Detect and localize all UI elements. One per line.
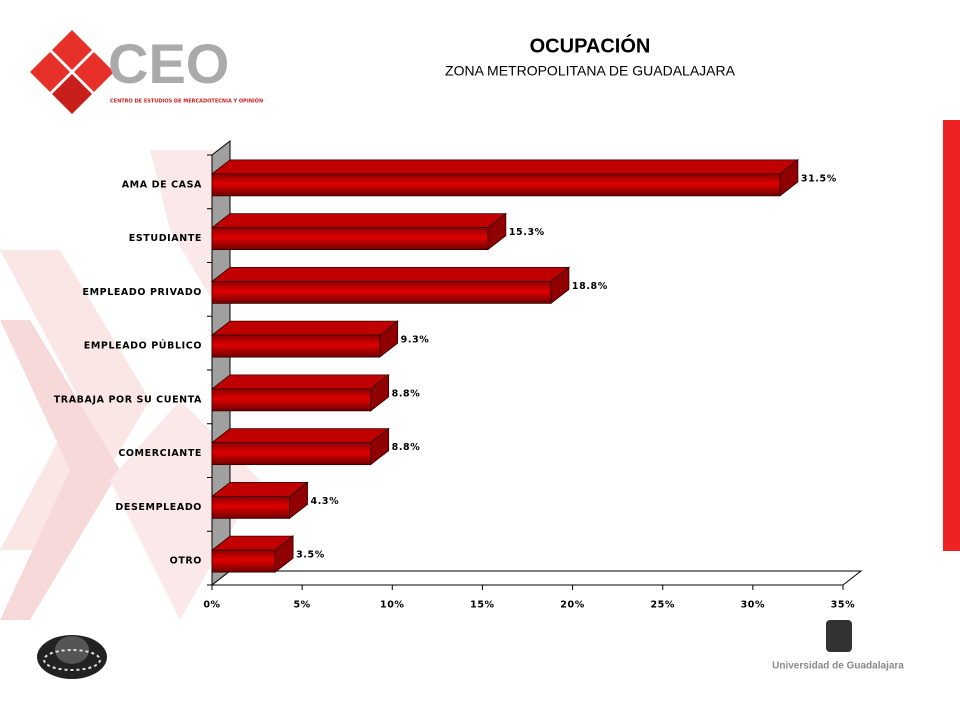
y-tick-label: AMA DE CASA <box>122 179 202 190</box>
value-label: 8.8% <box>392 388 421 399</box>
y-tick-label: ESTUDIANTE <box>129 233 202 244</box>
bar <box>210 374 390 412</box>
y-tick-label: OTRO <box>170 556 202 567</box>
plot: 0% 5% 10% 15% 20% 25% 30% 35% AMA DE CASA 31.5% ES… <box>54 139 863 611</box>
bar-front <box>211 173 781 197</box>
x-tick-label: 15% <box>470 600 495 611</box>
x-tick-label: 10% <box>380 600 405 611</box>
bar <box>210 212 508 251</box>
value-label: 15.3% <box>509 227 545 238</box>
floor <box>210 570 863 586</box>
university-name: Universidad de Guadalajara <box>772 661 904 672</box>
ceo-logo: CEO CENTRO DE ESTUDIOS DE MERCADOTECNIA … <box>30 30 263 114</box>
x-tick-label: 5% <box>293 600 310 611</box>
bar-front <box>211 442 372 466</box>
hat-logo <box>37 635 107 679</box>
bar-front <box>211 227 489 251</box>
value-label: 8.8% <box>392 442 421 453</box>
udg-logo: Universidad de Guadalajara <box>772 620 904 672</box>
bar-front <box>211 495 290 519</box>
y-tick-label: DESEMPLEADO <box>115 502 202 513</box>
y-tick-label: COMERCIANTE <box>118 448 202 459</box>
bar-top <box>210 320 399 336</box>
x-tick-label: 30% <box>741 600 766 611</box>
value-label: 9.3% <box>401 335 430 346</box>
value-label: 3.5% <box>296 550 325 561</box>
y-tick-label: EMPLEADO PRIVADO <box>82 287 202 298</box>
bar <box>210 535 295 573</box>
bar-top <box>210 159 800 175</box>
bar <box>210 266 571 305</box>
bar-top <box>210 428 390 444</box>
value-label: 31.5% <box>801 173 837 184</box>
bar-top <box>210 266 571 282</box>
bar-front <box>211 280 552 304</box>
bar <box>210 159 800 197</box>
chart-title: OCUPACIÓN <box>530 33 651 57</box>
bar <box>210 320 399 358</box>
bar <box>210 481 309 520</box>
y-tick-label: TRABAJA POR SU CUENTA <box>54 394 202 405</box>
logo-text: CEO <box>108 32 229 95</box>
x-tick-label: 0% <box>203 600 220 611</box>
bar-top <box>210 213 508 229</box>
value-label: 4.3% <box>311 496 340 507</box>
bar-front <box>211 549 276 573</box>
bar-front <box>211 334 381 358</box>
x-tick-label: 35% <box>831 600 856 611</box>
bar-front <box>211 388 372 412</box>
y-tick-label: EMPLEADO PÚBLICO <box>84 340 202 352</box>
side-band <box>943 120 960 551</box>
x-tick-label: 20% <box>560 600 585 611</box>
logo-caption: CENTRO DE ESTUDIOS DE MERCADOTECNIA Y OP… <box>110 98 263 105</box>
bar <box>210 427 390 466</box>
x-tick-label: 25% <box>650 600 675 611</box>
value-label: 18.8% <box>572 281 608 292</box>
bar-top <box>210 374 390 390</box>
chart-subtitle: ZONA METROPOLITANA DE GUADALAJARA <box>445 63 736 79</box>
